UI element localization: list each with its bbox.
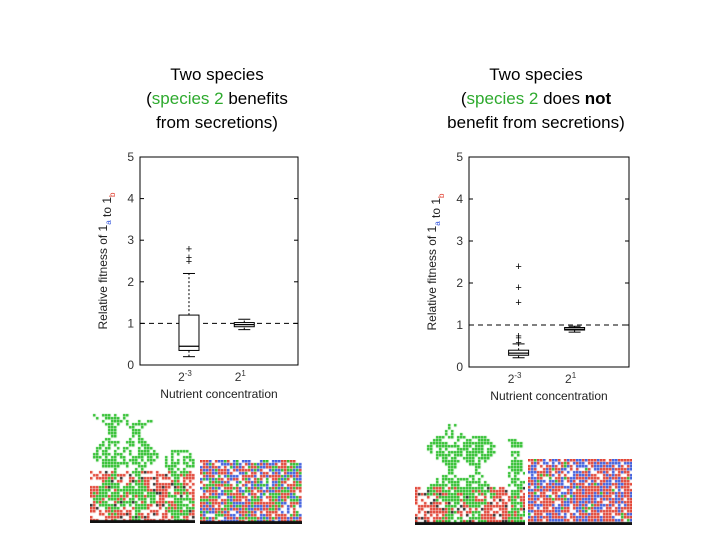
y-axis-label: Relative fitness of 1a to 1b	[96, 192, 117, 330]
x-tick-label: 2-3	[178, 369, 192, 384]
panel-1-title-line1: Two species	[170, 65, 264, 84]
colony-snapshot-2-high-nutrient	[528, 459, 632, 525]
panel-1-title-line3: from secretions)	[156, 113, 278, 132]
panel-2-title-line1: Two species	[489, 65, 583, 84]
box-2	[233, 318, 255, 331]
panel-1-title-rest: benefits	[223, 89, 288, 108]
x-tick-label: 21	[235, 369, 247, 384]
panel-2-title-mid: does	[538, 89, 585, 108]
box-iqr	[178, 314, 200, 351]
panel-1-title: Two species (species 2 benefits from sec…	[77, 63, 357, 135]
panel-2-species-label: species 2	[466, 89, 539, 108]
box-1: +++	[178, 244, 200, 358]
x-axis-label: Nutrient concentration	[160, 387, 277, 401]
panel-1-title-line2: (species 2 benefits	[77, 87, 357, 111]
y-tick-label: 5	[127, 150, 134, 164]
outlier-point: +	[186, 256, 192, 268]
y-tick-label: 2	[127, 275, 134, 289]
y-tick-label: 3	[127, 233, 134, 247]
panel-2-title-bold: not	[584, 89, 612, 108]
colony-snapshot-1-high-nutrient	[200, 460, 302, 524]
plot-frame	[139, 156, 299, 366]
panel-2-open-paren: (	[460, 89, 467, 108]
panel-1-open-paren: (	[146, 89, 152, 108]
y-tick-label: 1	[127, 316, 134, 330]
y-tick-label: 4	[127, 192, 134, 206]
panel-2-title-line2: (species 2 does not	[396, 87, 676, 111]
outlier-point: +	[186, 252, 192, 264]
colony-snapshot-1-low-nutrient	[90, 408, 195, 523]
outlier-point: +	[186, 244, 192, 256]
colony-snapshot-2-low-nutrient	[415, 418, 525, 525]
y-tick-label: 0	[127, 358, 134, 372]
panel-1-species-label: species 2	[151, 89, 224, 108]
panel-2-title-line3: benefit from secretions)	[447, 113, 625, 132]
panel-2-title: Two species (species 2 does not benefit …	[396, 63, 676, 135]
